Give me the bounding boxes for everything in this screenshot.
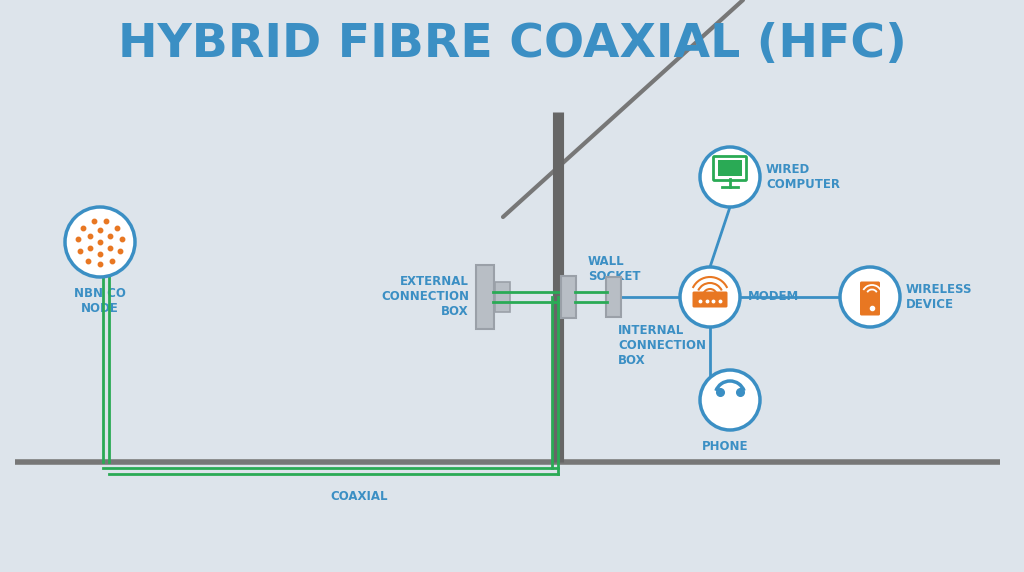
FancyBboxPatch shape xyxy=(692,292,727,308)
Text: EXTERNAL
CONNECTION
BOX: EXTERNAL CONNECTION BOX xyxy=(381,276,469,319)
FancyBboxPatch shape xyxy=(605,277,621,317)
FancyBboxPatch shape xyxy=(860,281,880,316)
Text: WALL
SOCKET: WALL SOCKET xyxy=(588,255,640,283)
FancyBboxPatch shape xyxy=(476,265,494,329)
Circle shape xyxy=(680,267,740,327)
Circle shape xyxy=(700,147,760,207)
FancyBboxPatch shape xyxy=(718,161,742,177)
Text: COAXIAL: COAXIAL xyxy=(331,490,388,503)
Text: PHONE: PHONE xyxy=(701,440,749,453)
Circle shape xyxy=(65,207,135,277)
Text: WIRELESS
DEVICE: WIRELESS DEVICE xyxy=(906,283,973,311)
Text: MODEM: MODEM xyxy=(748,291,800,304)
Text: NBN CO
NODE: NBN CO NODE xyxy=(74,287,126,315)
Text: HYBRID FIBRE COAXIAL (HFC): HYBRID FIBRE COAXIAL (HFC) xyxy=(118,22,906,67)
FancyBboxPatch shape xyxy=(495,282,510,312)
Text: WIRED
COMPUTER: WIRED COMPUTER xyxy=(766,163,840,191)
Text: INTERNAL
CONNECTION
BOX: INTERNAL CONNECTION BOX xyxy=(618,324,706,367)
Circle shape xyxy=(840,267,900,327)
Circle shape xyxy=(700,370,760,430)
FancyBboxPatch shape xyxy=(560,276,575,318)
